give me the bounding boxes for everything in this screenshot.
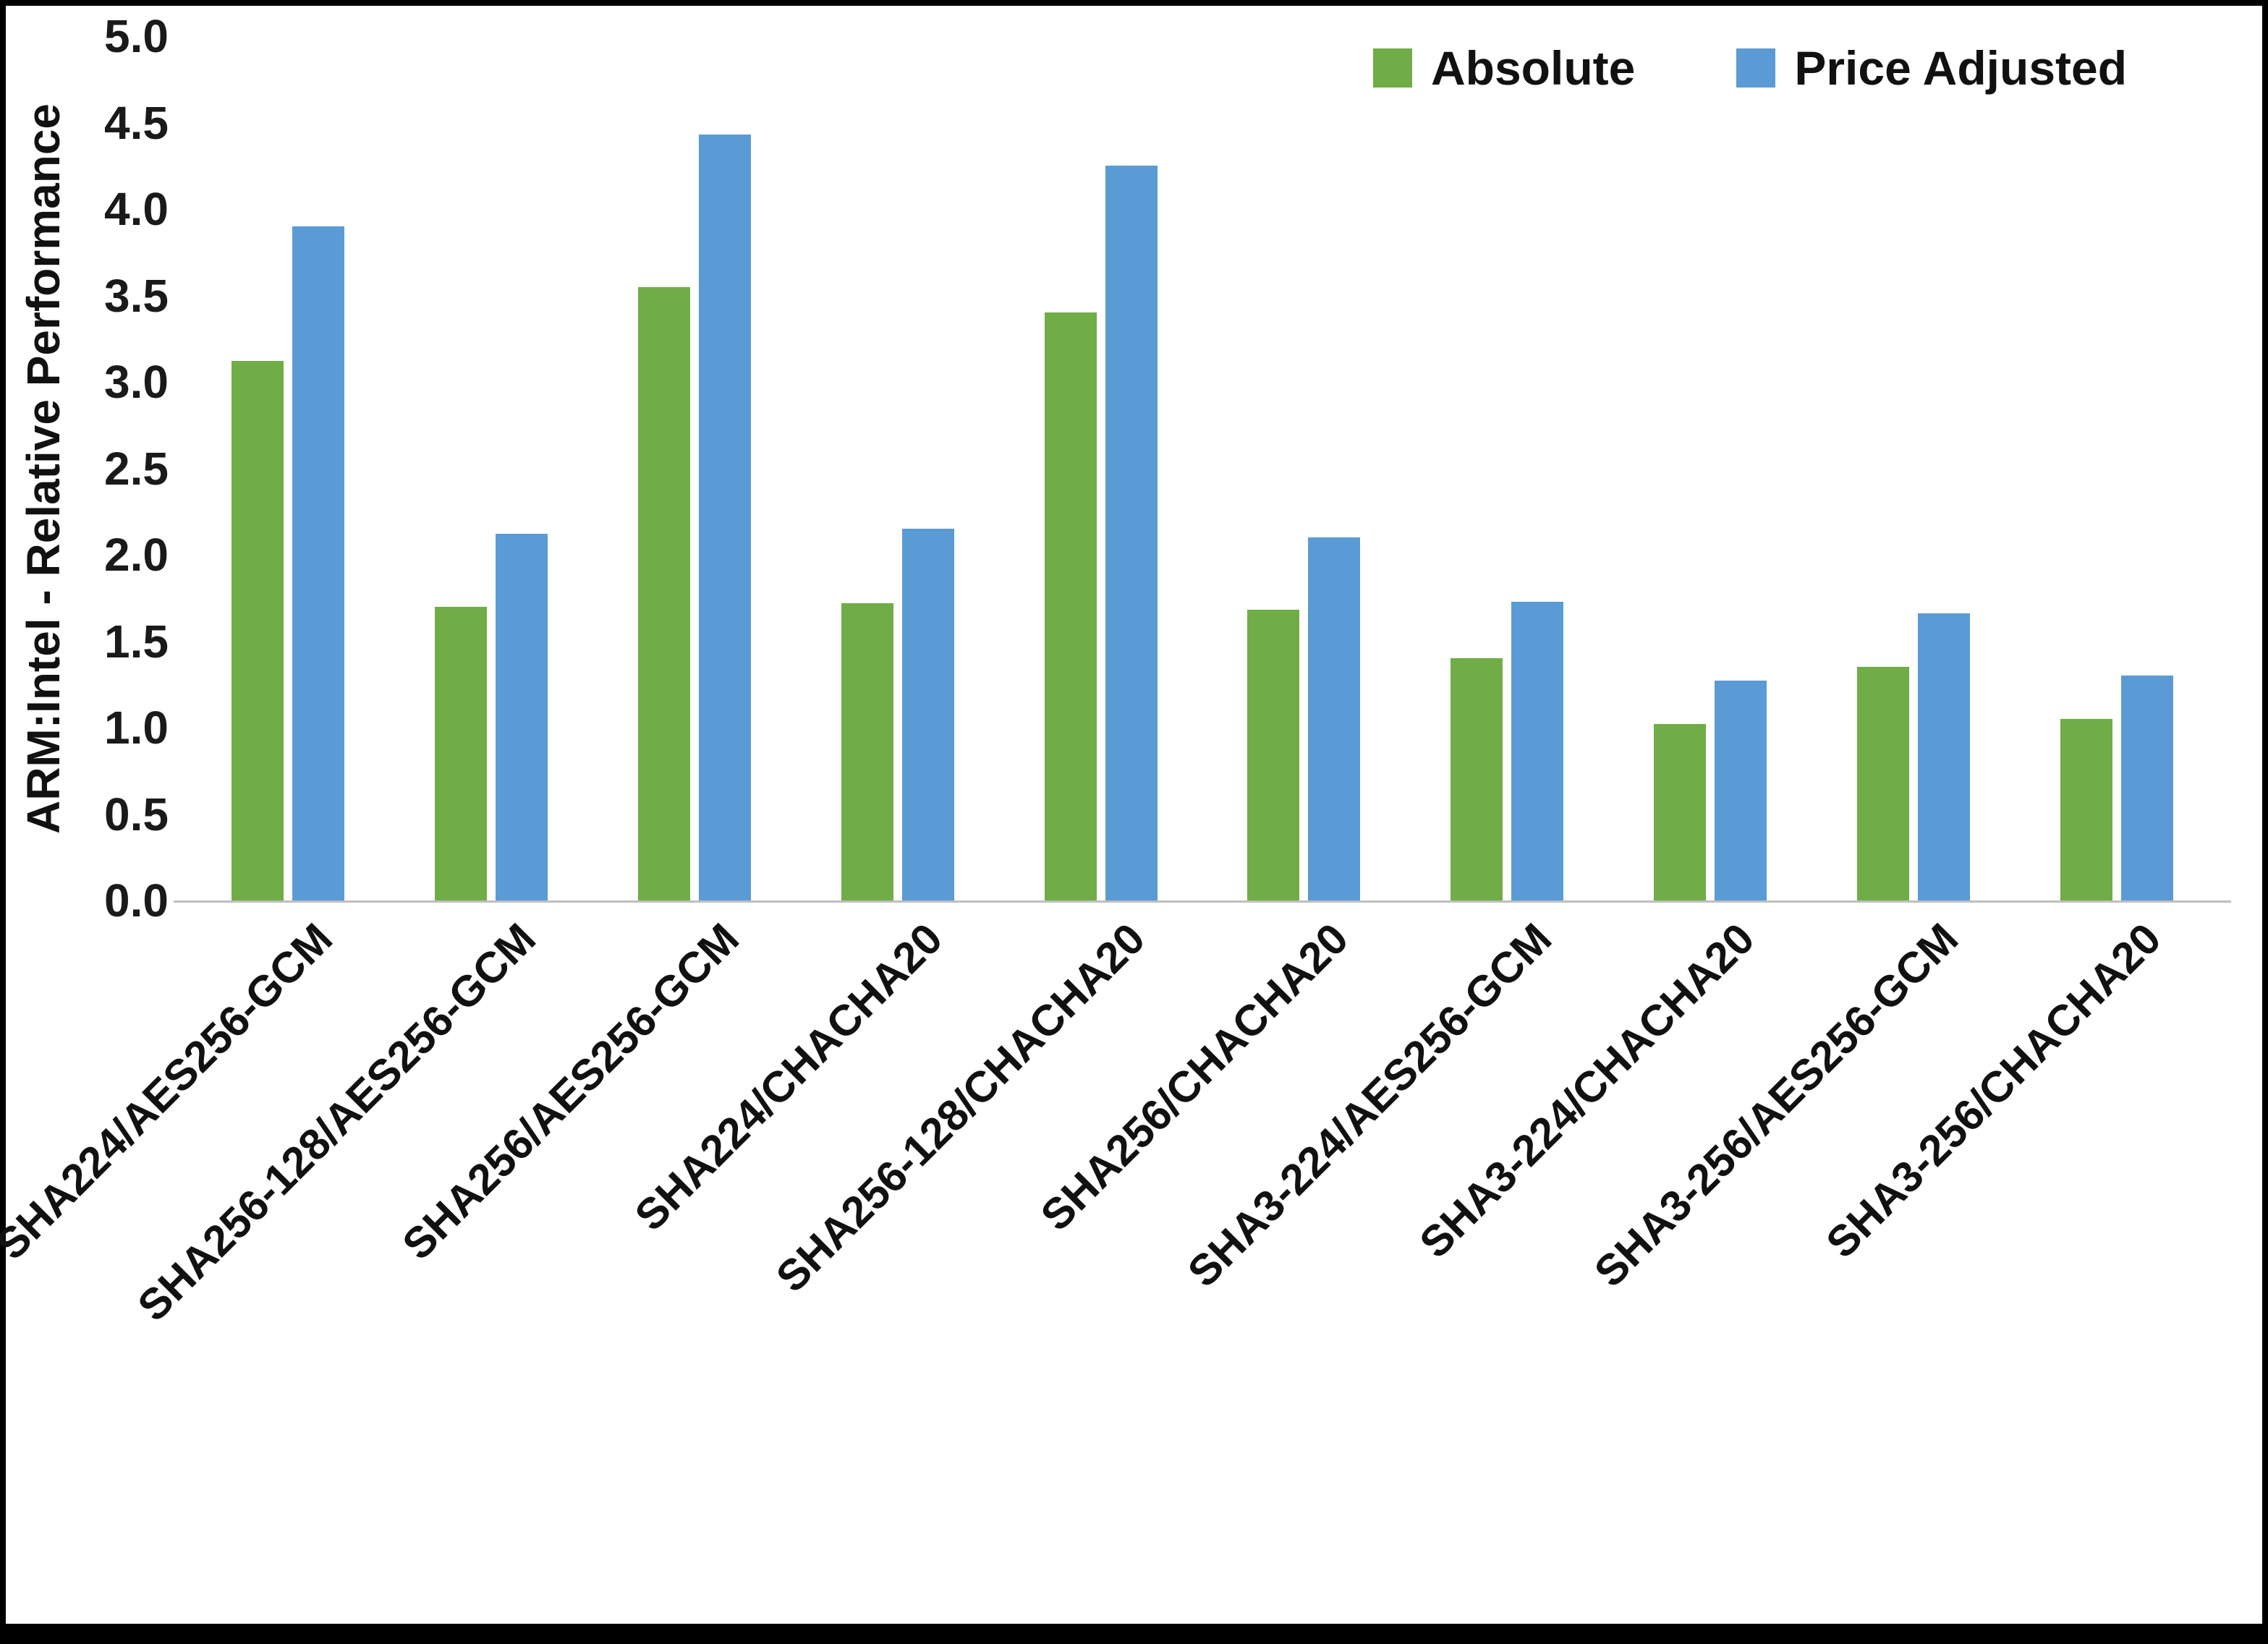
legend-swatch-absolute (1373, 48, 1412, 88)
y-axis-tick-label: 1.5 (104, 615, 169, 668)
bar-absolute-5 (1247, 610, 1300, 900)
bar-price-adjusted-4 (1105, 166, 1158, 900)
bar-absolute-4 (1044, 312, 1097, 900)
y-axis-tick-label: 2.0 (104, 529, 169, 581)
legend-label: Price Adjusted (1794, 41, 2128, 95)
bar-absolute-2 (638, 286, 690, 900)
bar-price-adjusted-8 (1917, 613, 1970, 900)
legend-item-price-adjusted: Price Adjusted (1736, 41, 2127, 95)
y-axis-tick-label: 5.0 (104, 10, 169, 62)
legend-label: Absolute (1431, 41, 1636, 95)
y-axis-tick-label: 3.0 (104, 356, 169, 408)
bar-price-adjusted-7 (1715, 681, 1767, 900)
bar-price-adjusted-2 (699, 135, 751, 900)
y-axis-tick-label: 3.5 (104, 269, 169, 322)
bar-absolute-0 (232, 361, 284, 900)
bar-absolute-1 (435, 606, 488, 900)
bar-price-adjusted-3 (901, 529, 954, 900)
bar-price-adjusted-6 (1511, 601, 1564, 900)
bar-absolute-3 (841, 602, 893, 900)
y-axis-tick-label: 2.5 (104, 442, 169, 495)
y-axis-tick-label: 4.0 (104, 183, 169, 235)
bar-absolute-9 (2060, 719, 2112, 900)
y-axis-tick-label: 0.0 (104, 874, 169, 927)
bar-chart: ARM:Intel - Relative Performance 0.0 0.5 1… (0, 6, 2262, 1624)
bar-price-adjusted-0 (292, 226, 345, 900)
y-axis-tick-label: 1.0 (104, 702, 169, 754)
bar-price-adjusted-1 (496, 534, 548, 900)
legend: Absolute Price Adjusted (1373, 41, 2127, 95)
bar-absolute-8 (1856, 667, 1909, 900)
y-axis-tick-label: 0.5 (104, 788, 169, 840)
bar-price-adjusted-5 (1308, 537, 1361, 900)
legend-swatch-price-adjusted (1736, 48, 1776, 88)
y-axis-tick-label: 4.5 (104, 96, 169, 149)
bar-price-adjusted-9 (2120, 676, 2173, 900)
x-axis-line (174, 900, 2231, 903)
bar-absolute-6 (1451, 658, 1503, 900)
legend-item-absolute: Absolute (1373, 41, 1635, 95)
bar-absolute-7 (1654, 724, 1706, 900)
